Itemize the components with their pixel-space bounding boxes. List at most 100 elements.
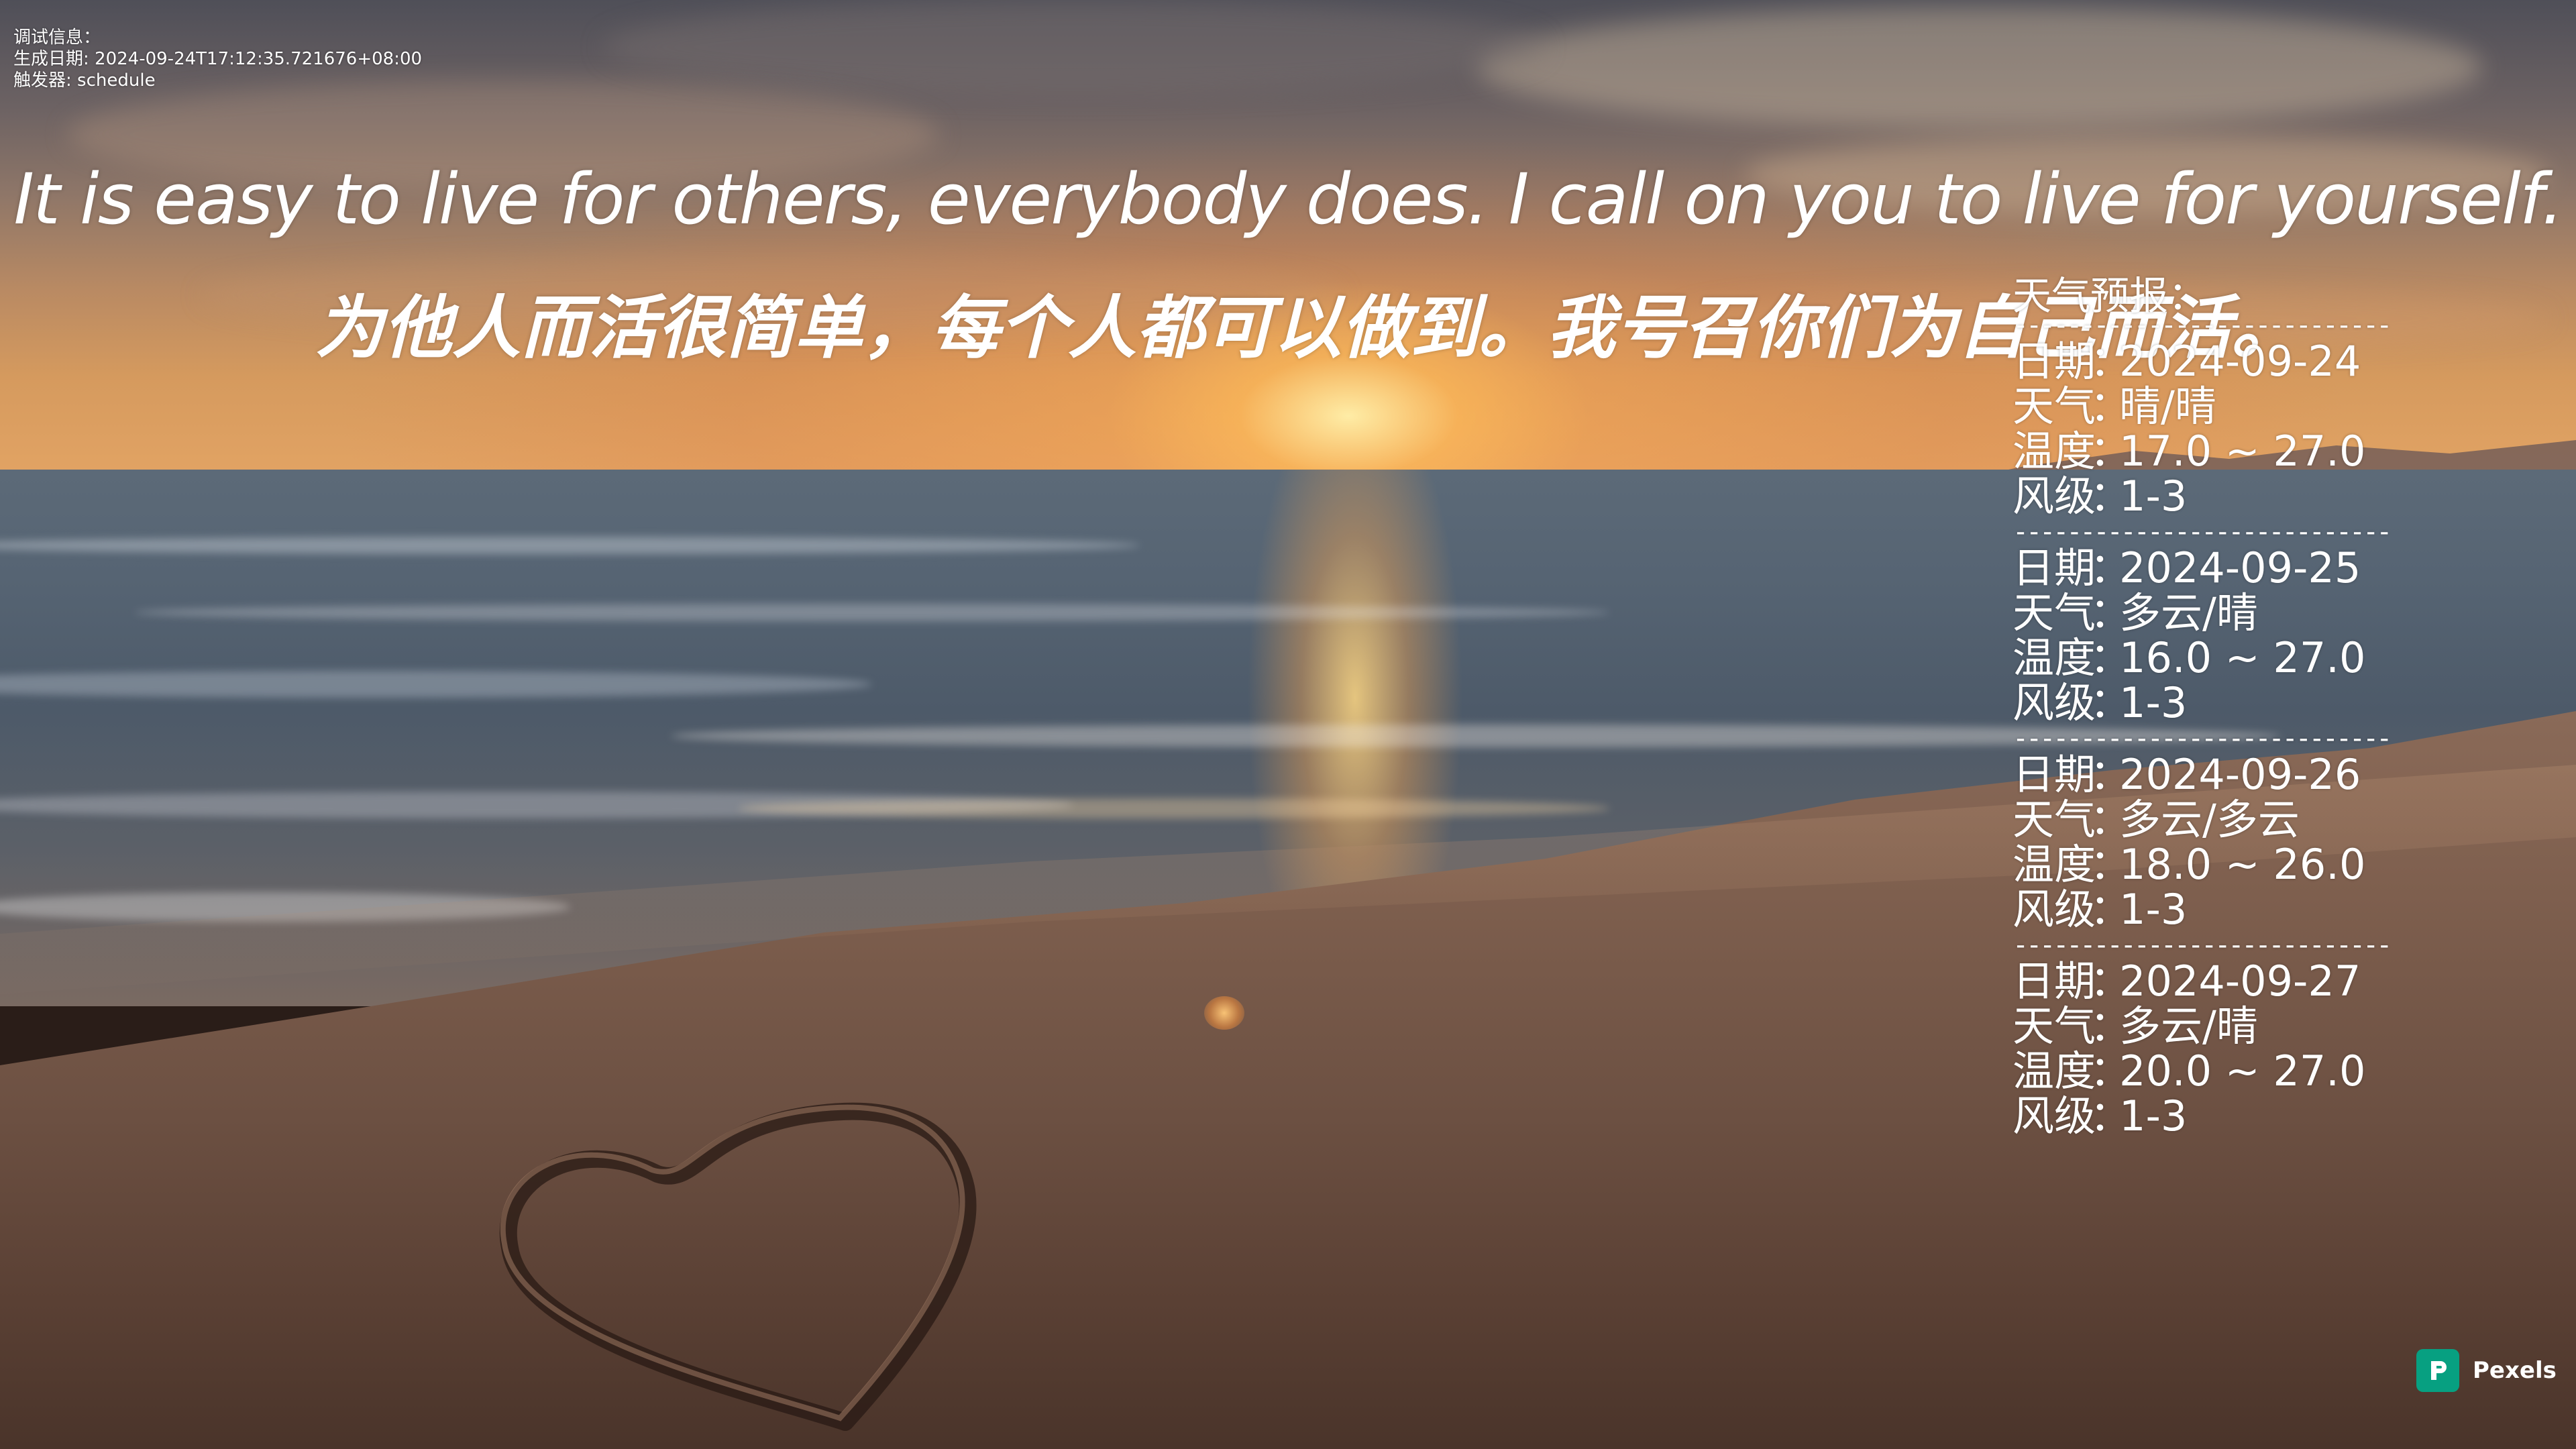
weather-divider: ---------------------------- [2012, 312, 2392, 339]
forecast-date-row: 日期：2024-09-24 [2012, 339, 2442, 384]
separator: ： [2090, 795, 2132, 844]
weather-value: 多云/晴 [2119, 588, 2258, 637]
temperature-label: 温度 [2012, 840, 2096, 889]
quote-chinese: 为他人而活很简单，每个人都可以做到。我号召你们为自己而活。 [315, 288, 2300, 368]
forecast-date-row: 日期：2024-09-27 [2012, 959, 2442, 1004]
heart-icon [500, 1102, 977, 1431]
separator: ： [2090, 1002, 2132, 1051]
forecast-temperature-row: 温度：18.0 ~ 26.0 [2012, 842, 2442, 887]
forecast-wind-row: 风级：1-3 [2012, 1093, 2442, 1138]
forecast-weather-row: 天气：多云/多云 [2012, 797, 2442, 842]
date-value: 2024-09-27 [2119, 957, 2361, 1006]
wave [134, 604, 1610, 621]
separator: ： [2090, 633, 2132, 682]
wind-value: 1-3 [2119, 885, 2188, 934]
debug-trigger-label: 触发器 [13, 70, 66, 91]
wind-value: 1-3 [2119, 1091, 2188, 1140]
separator: ： [2090, 750, 2132, 799]
separator: ： [2090, 337, 2132, 386]
weather-label: 天气 [2012, 382, 2096, 431]
forecast-temperature-row: 温度：17.0 ~ 27.0 [2012, 429, 2442, 474]
cloud [604, 0, 1543, 94]
temperature-value: 20.0 ~ 27.0 [2119, 1046, 2366, 1095]
forecast-day: 日期：2024-09-27 天气：多云/晴 温度：20.0 ~ 27.0 风级：… [2012, 959, 2442, 1138]
debug-generated-value: 2024-09-24T17:12:35.721676+08:00 [95, 49, 423, 69]
wind-label: 风级 [2012, 678, 2096, 727]
weather-value: 晴/晴 [2119, 382, 2216, 431]
date-value: 2024-09-24 [2119, 337, 2361, 386]
wind-label: 风级 [2012, 472, 2096, 521]
wave [0, 671, 872, 698]
temperature-label: 温度 [2012, 427, 2096, 476]
wind-value: 1-3 [2119, 472, 2188, 521]
date-label: 日期 [2012, 337, 2096, 386]
weather-value: 多云/多云 [2119, 795, 2300, 844]
weather-label: 天气 [2012, 588, 2096, 637]
forecast-weather-row: 天气：多云/晴 [2012, 590, 2442, 635]
weather-divider: ---------------------------- [2012, 519, 2392, 545]
temperature-label: 温度 [2012, 1046, 2096, 1095]
forecast-wind-row: 风级：1-3 [2012, 680, 2442, 725]
weather-label: 天气 [2012, 795, 2096, 844]
separator: ： [2090, 885, 2132, 934]
debug-trigger-row: 触发器: schedule [13, 70, 156, 91]
cloud [1476, 7, 2482, 127]
wind-label: 风级 [2012, 1091, 2096, 1140]
forecast-date-row: 日期：2024-09-25 [2012, 545, 2442, 590]
debug-title: 调试信息： [13, 28, 101, 48]
wave [738, 798, 1610, 818]
weather-forecast-panel: 天气预报： ---------------------------- 日期：20… [2012, 272, 2442, 1138]
forecast-day: 日期：2024-09-25 天气：多云/晴 温度：16.0 ~ 27.0 风级：… [2012, 545, 2442, 725]
separator: ： [2090, 678, 2132, 727]
separator: ： [2090, 1046, 2132, 1095]
date-value: 2024-09-25 [2119, 543, 2361, 592]
temperature-value: 18.0 ~ 26.0 [2119, 840, 2366, 889]
weather-label: 天气 [2012, 1002, 2096, 1051]
pexels-logo-icon [2416, 1349, 2459, 1392]
debug-trigger-value: schedule [77, 70, 156, 91]
cloud [1744, 134, 2549, 215]
separator: ： [2090, 427, 2132, 476]
temperature-label: 温度 [2012, 633, 2096, 682]
lens-flare [1204, 996, 1244, 1030]
wave [0, 792, 1073, 818]
forecast-wind-row: 风级：1-3 [2012, 887, 2442, 932]
wind-label: 风级 [2012, 885, 2096, 934]
weather-value: 多云/晴 [2119, 1002, 2258, 1051]
forecast-weather-row: 天气：晴/晴 [2012, 384, 2442, 429]
date-label: 日期 [2012, 750, 2096, 799]
debug-generated-row: 生成日期: 2024-09-24T17:12:35.721676+08:00 [13, 49, 423, 69]
separator: ： [2090, 382, 2132, 431]
date-label: 日期 [2012, 543, 2096, 592]
pexels-label: Pexels [2473, 1357, 2557, 1384]
wave [0, 537, 1140, 554]
forecast-day: 日期：2024-09-24 天气：晴/晴 温度：17.0 ~ 27.0 风级：1… [2012, 339, 2442, 519]
forecast-wind-row: 风级：1-3 [2012, 474, 2442, 519]
sunset-sky [0, 0, 2576, 483]
pexels-watermark[interactable]: Pexels [2416, 1349, 2557, 1392]
separator: ： [2090, 957, 2132, 1006]
cloud [1677, 288, 2549, 349]
wave [671, 724, 2281, 747]
temperature-value: 16.0 ~ 27.0 [2119, 633, 2366, 682]
debug-info: 调试信息： 生成日期: 2024-09-24T17:12:35.721676+0… [13, 27, 422, 91]
debug-generated-label: 生成日期 [13, 49, 84, 69]
forecast-weather-row: 天气：多云/晴 [2012, 1004, 2442, 1049]
date-value: 2024-09-26 [2119, 750, 2361, 799]
forecast-day: 日期：2024-09-26 天气：多云/多云 温度：18.0 ~ 26.0 风级… [2012, 752, 2442, 932]
weather-divider: ---------------------------- [2012, 932, 2392, 959]
wave [0, 892, 570, 922]
separator: ： [2090, 543, 2132, 592]
wind-value: 1-3 [2119, 678, 2188, 727]
quote-english: It is easy to live for others, everybody… [13, 158, 2563, 240]
weather-title: 天气预报： [2012, 273, 2208, 319]
cloud [201, 255, 1342, 335]
date-label: 日期 [2012, 957, 2096, 1006]
temperature-value: 17.0 ~ 27.0 [2119, 427, 2366, 476]
separator: ： [2090, 588, 2132, 637]
forecast-temperature-row: 温度：20.0 ~ 27.0 [2012, 1049, 2442, 1093]
forecast-temperature-row: 温度：16.0 ~ 27.0 [2012, 635, 2442, 680]
forecast-date-row: 日期：2024-09-26 [2012, 752, 2442, 797]
sand-heart-drawing [483, 1087, 1167, 1436]
